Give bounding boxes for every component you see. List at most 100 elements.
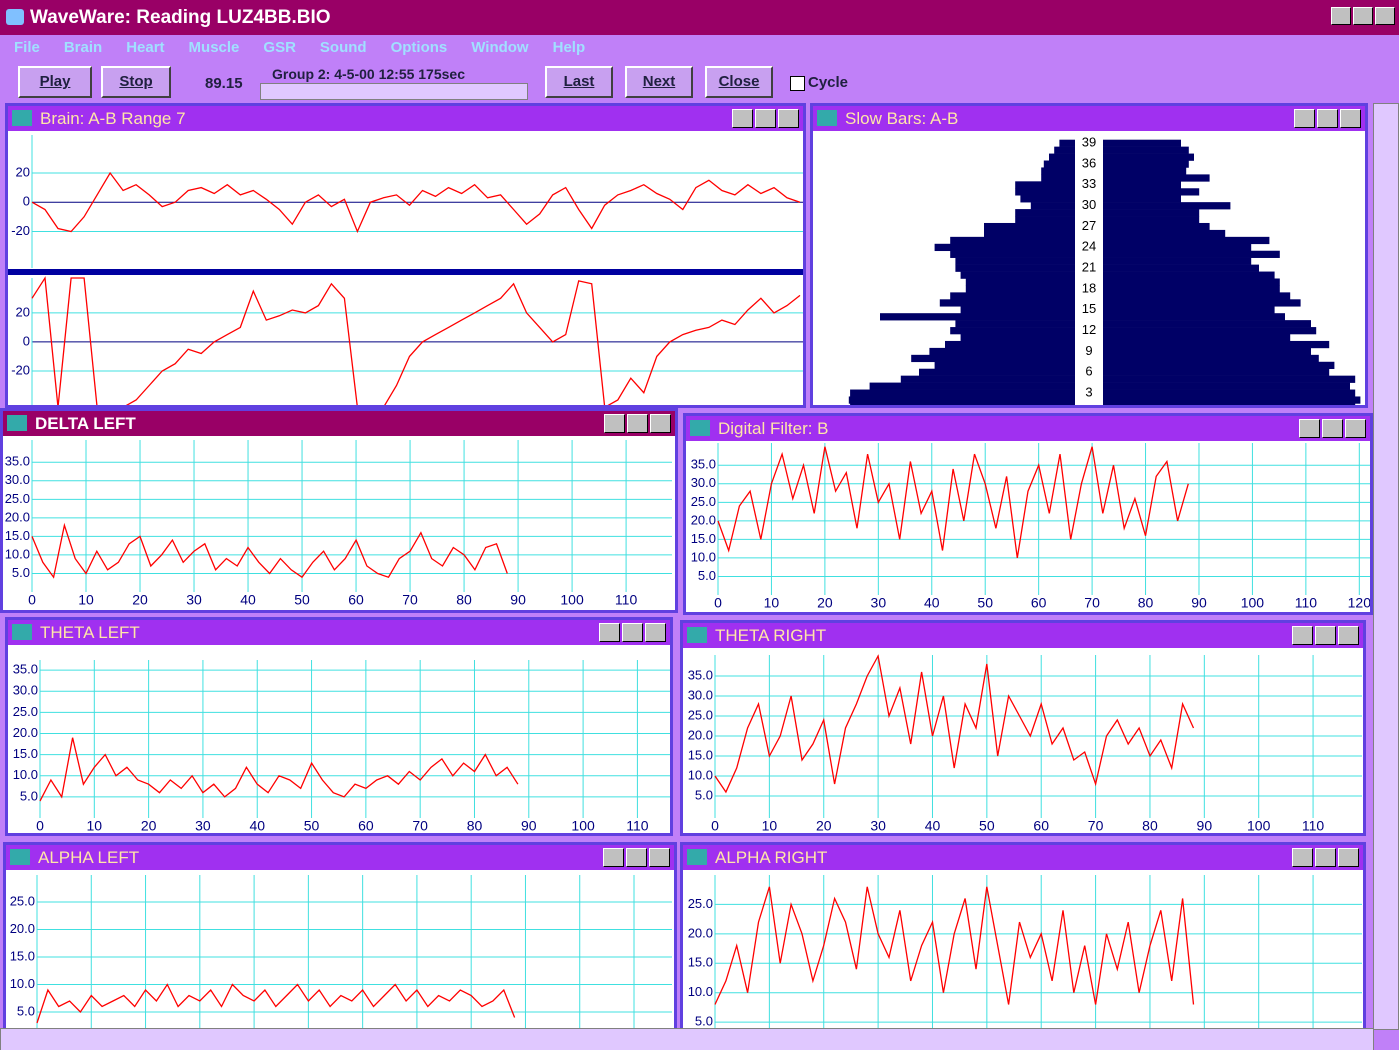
menu-item[interactable]: Window	[471, 39, 529, 56]
x-tick-label: 50	[294, 592, 310, 608]
minimize-button[interactable]	[603, 848, 624, 867]
window-title: Digital Filter: B	[718, 419, 829, 438]
x-tick-label: 80	[1138, 595, 1154, 611]
x-tick-label: 90	[1197, 818, 1213, 833]
window-icon	[12, 110, 32, 126]
last-button[interactable]: Last	[545, 66, 613, 98]
minimize-button[interactable]	[1294, 109, 1315, 128]
x-tick-label: 90	[510, 592, 526, 608]
minimize-button[interactable]	[604, 414, 625, 433]
minimize-button[interactable]	[1292, 848, 1313, 867]
next-button[interactable]: Next	[625, 66, 693, 98]
cycle-checkbox[interactable]	[790, 76, 805, 91]
group-label: Group 2: 4-5-00 12:55 175sec	[272, 66, 465, 82]
right-bar	[1103, 306, 1275, 314]
y-tick-label: 25.0	[13, 704, 38, 719]
x-tick-label: 100	[1241, 595, 1265, 611]
minimize-button[interactable]	[599, 623, 620, 642]
menu-item[interactable]: Muscle	[188, 39, 240, 56]
minimize-button[interactable]	[1299, 419, 1320, 438]
y-tick-label: 35.0	[5, 454, 30, 469]
x-tick-label: 70	[412, 818, 428, 833]
left-bar	[1015, 188, 1075, 196]
chart-window: Digital Filter: B 0 10 20 30 40 50 60 70 80 90 100 1…	[683, 413, 1373, 615]
window-title: ALPHA RIGHT	[715, 848, 828, 867]
window-title-bar: DELTA LEFT	[3, 411, 675, 436]
y-tick-label: 15.0	[688, 955, 713, 970]
right-bar	[1103, 285, 1280, 293]
horizontal-scrollbar[interactable]	[0, 1028, 1374, 1050]
left-bar	[880, 313, 1075, 321]
y-tick-label: 5.0	[698, 568, 716, 583]
close-button[interactable]	[1375, 7, 1395, 25]
right-bar	[1103, 250, 1280, 258]
x-tick-label: 30	[195, 818, 211, 833]
maximize-button[interactable]	[755, 109, 776, 128]
x-tick-label: 60	[1031, 595, 1047, 611]
plot-area	[32, 135, 803, 268]
y-tick-label: 5.0	[17, 1003, 35, 1018]
vertical-scrollbar[interactable]	[1373, 103, 1399, 1030]
menu-item[interactable]: Options	[390, 39, 448, 56]
maximize-button[interactable]	[626, 848, 647, 867]
window-title-bar: THETA RIGHT	[683, 623, 1363, 648]
maximize-button[interactable]	[627, 414, 648, 433]
chart: 0 10 20 30 40 50 60 70 80 90 100 110 5.0 10.0 15.0 20.0…	[5, 440, 672, 608]
menu-item[interactable]: GSR	[263, 39, 296, 56]
maximize-button[interactable]	[1315, 848, 1336, 867]
maximize-button[interactable]	[1315, 626, 1336, 645]
minimize-button[interactable]	[1292, 626, 1313, 645]
left-bar	[934, 361, 1075, 370]
plot-area	[718, 443, 1370, 595]
close-button[interactable]	[649, 848, 670, 867]
close-button[interactable]	[1338, 848, 1359, 867]
window-title-bar: Slow Bars: A-B	[813, 106, 1365, 131]
left-bar	[950, 327, 1075, 335]
window-buttons	[1292, 626, 1359, 645]
trace	[714, 886, 1195, 1005]
close-file-button[interactable]: Close	[705, 66, 773, 98]
x-tick-label: 50	[977, 595, 993, 611]
left-bar	[960, 306, 1075, 314]
x-tick-label: 50	[304, 818, 320, 833]
x-tick-label: 20	[141, 818, 157, 833]
window-buttons	[732, 109, 799, 128]
plot-area	[37, 875, 672, 1028]
app-icon	[6, 9, 24, 25]
menu-item[interactable]: Brain	[63, 39, 103, 56]
right-bar	[1103, 243, 1252, 252]
y-tick-label: 20.0	[691, 512, 716, 527]
y-tick-label: 10.0	[13, 767, 38, 782]
chart-window: THETA RIGHT 0 10 20 30 40 50 60 70 80 90 100 110 5.0 1…	[680, 620, 1366, 836]
close-button[interactable]	[778, 109, 799, 128]
y-tick-label: 20.0	[13, 725, 38, 740]
menu-item[interactable]: Help	[552, 39, 586, 56]
close-button[interactable]	[1338, 626, 1359, 645]
position-scrollbar[interactable]	[260, 83, 528, 100]
right-bar	[1103, 174, 1210, 182]
close-button[interactable]	[1340, 109, 1361, 128]
x-tick-label: 30	[871, 595, 887, 611]
minimize-button[interactable]	[1331, 7, 1351, 25]
y-tick-label: 30.0	[13, 683, 38, 698]
chart: 0 10 20 30 40 50 60 70 80 90 100 110 5.0 10.0 15.0 20.0…	[688, 654, 1362, 833]
menu-item[interactable]: Heart	[126, 39, 165, 56]
y-tick-label: 20	[16, 164, 30, 179]
minimize-button[interactable]	[732, 109, 753, 128]
toolbar: Play Stop 89.15 Group 2: 4-5-00 12:55 17…	[0, 60, 1399, 103]
maximize-button[interactable]	[1317, 109, 1338, 128]
left-bar	[1049, 153, 1075, 161]
menu-item[interactable]: File	[14, 39, 40, 56]
maximize-button[interactable]	[1322, 419, 1343, 438]
close-button[interactable]	[650, 414, 671, 433]
close-button[interactable]	[645, 623, 666, 642]
x-tick-label: 0	[714, 595, 722, 611]
chart-window: ALPHA LEFT 5.0 10.0 15.0 20.0 25.0	[3, 842, 677, 1032]
stop-button[interactable]: Stop	[101, 66, 171, 98]
maximize-button[interactable]	[622, 623, 643, 642]
left-bar	[984, 222, 1075, 231]
restore-button[interactable]	[1353, 7, 1373, 25]
play-button[interactable]: Play	[18, 66, 92, 98]
menu-item[interactable]: Sound	[319, 39, 367, 56]
close-button[interactable]	[1345, 419, 1366, 438]
